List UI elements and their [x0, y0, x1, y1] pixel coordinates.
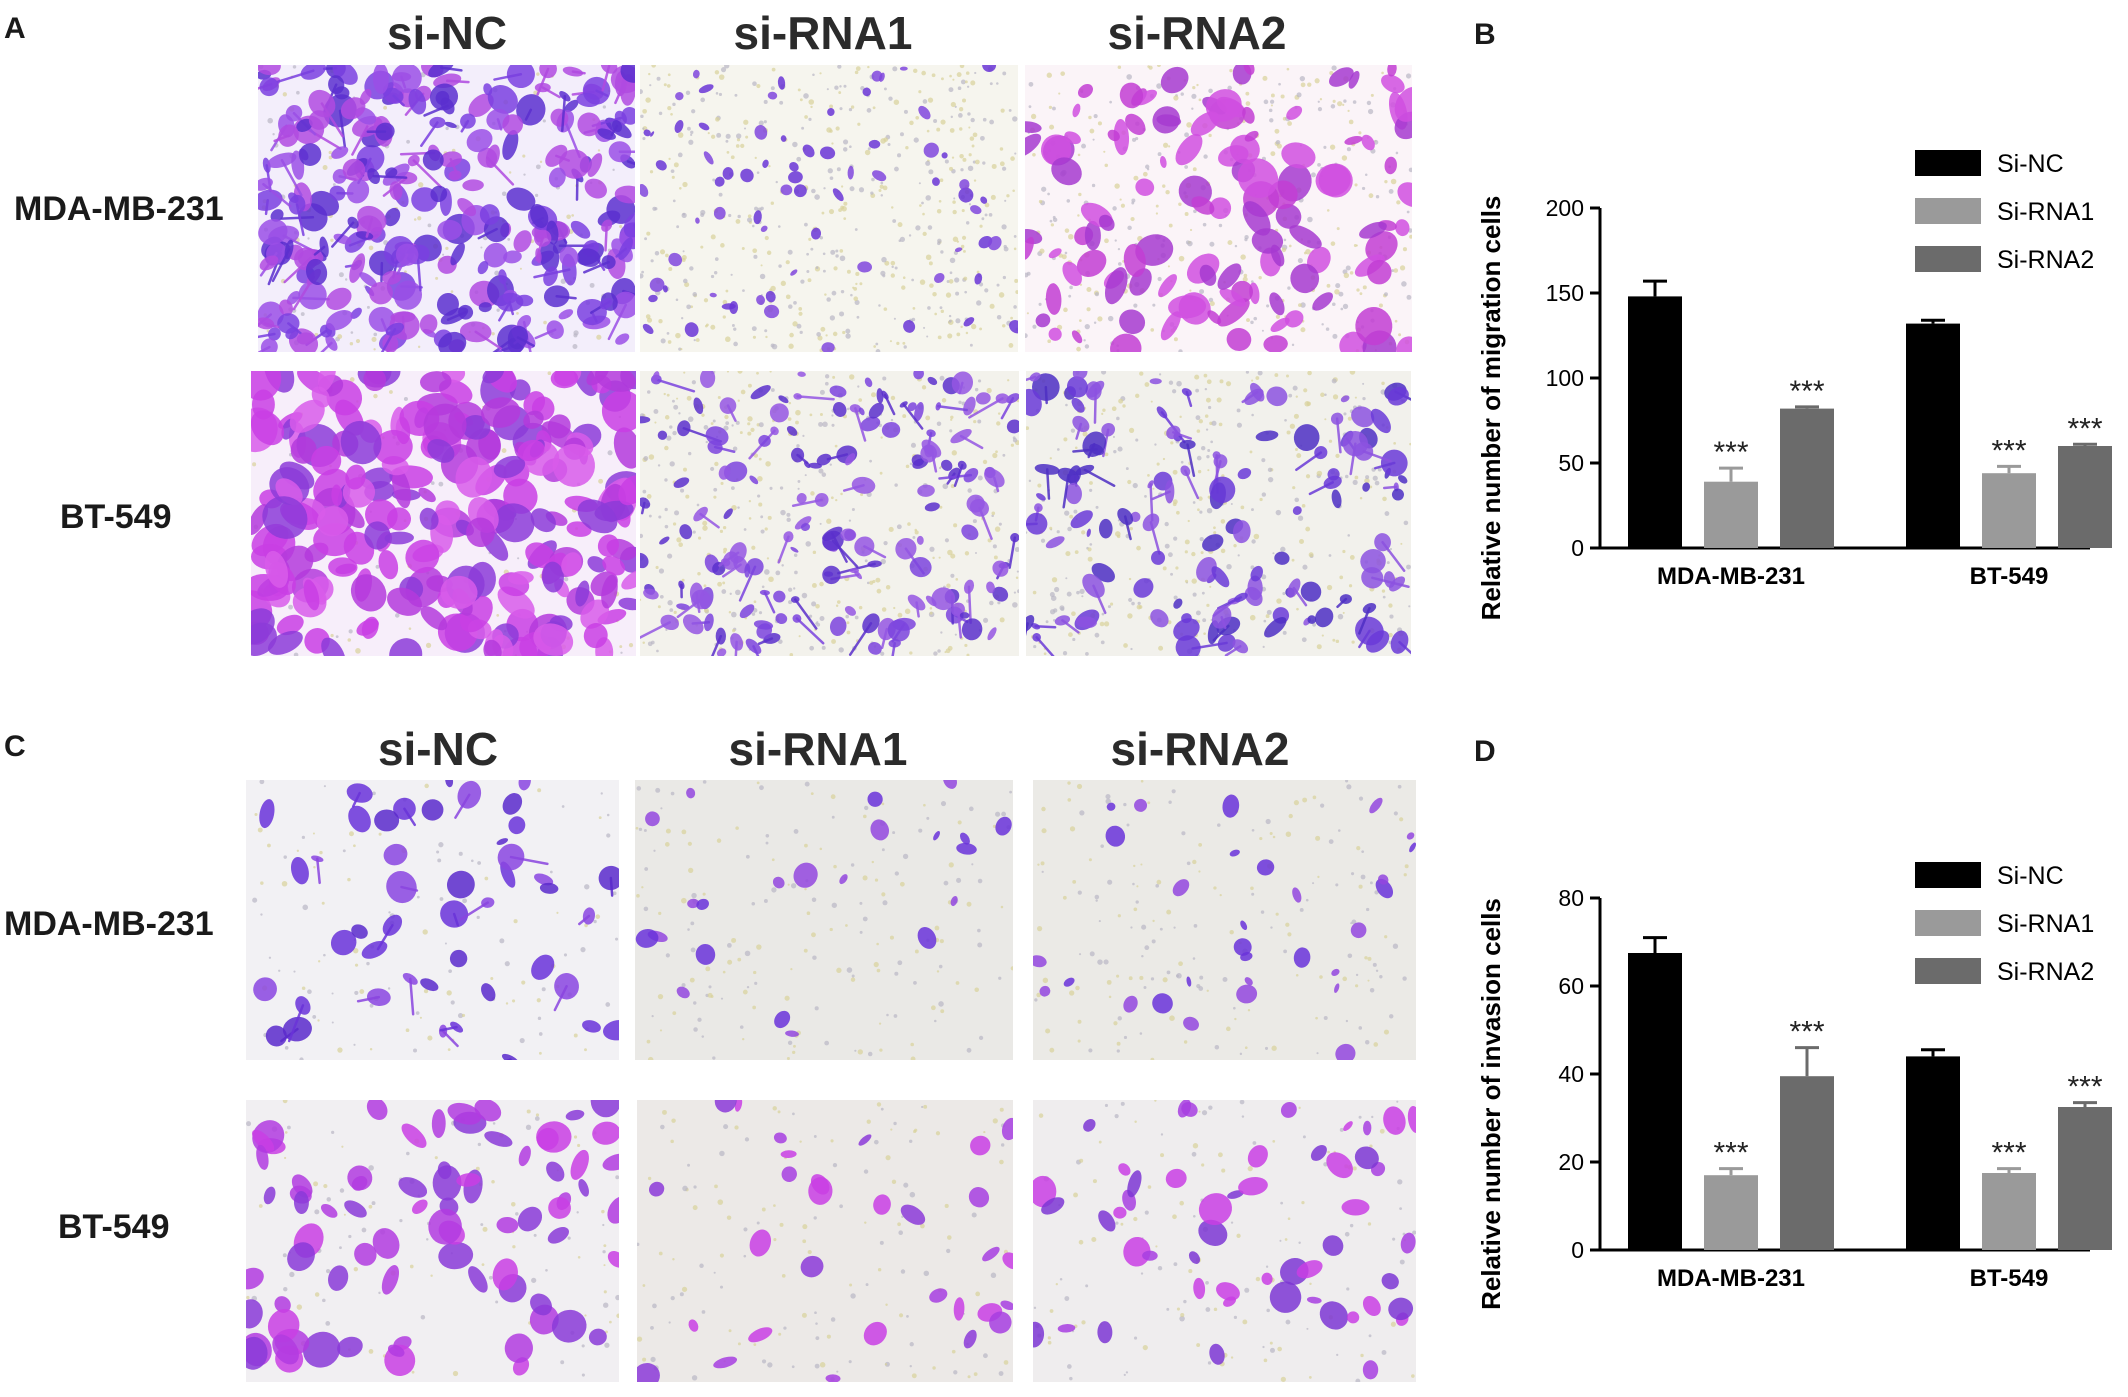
chart-svg: Relative number of migration cells 0 50 100… [1476, 150, 2112, 620]
y-tick-label: 50 [1558, 450, 1584, 476]
chart-svg: Relative number of invasion cells 0 20 40 60… [1476, 862, 2112, 1310]
legend-label: Si-RNA1 [1997, 910, 2094, 938]
row-label-mda-mb-231-c: MDA-MB-231 [4, 905, 214, 943]
bar [2058, 446, 2112, 548]
bar [1906, 323, 1960, 548]
y-axis-label: Relative number of migration cells [1476, 196, 1506, 620]
x-tick-label: BT-549 [1970, 1265, 2049, 1292]
y-tick-label: 150 [1546, 280, 1584, 306]
legend-swatch [1915, 862, 1981, 888]
y-tick-label: 100 [1546, 365, 1584, 391]
y-tick-label: 0 [1571, 1237, 1584, 1263]
micrograph-a-mda-si-rna2 [1025, 65, 1412, 352]
y-tick-label: 20 [1558, 1149, 1584, 1175]
y-tick-label: 0 [1571, 535, 1584, 561]
significance-label: *** [1713, 1137, 1748, 1170]
significance-label: *** [1713, 436, 1748, 469]
legend-swatch [1915, 150, 1981, 176]
migration-bar-chart: Relative number of migration cells 0 50 100… [1460, 120, 2120, 620]
micrograph-c-mda-si-rna2 [1033, 780, 1416, 1060]
micrograph-c-mda-si-nc [246, 780, 619, 1060]
y-axis-label: Relative number of invasion cells [1476, 898, 1506, 1310]
x-tick-label: MDA-MB-231 [1657, 1265, 1805, 1292]
legend-label: Si-NC [1997, 150, 2064, 178]
legend-swatch [1915, 198, 1981, 224]
y-tick-label: 60 [1558, 973, 1584, 999]
micrograph-a-mda-si-rna1 [640, 65, 1018, 352]
bar [1704, 1175, 1758, 1250]
significance-label: *** [1991, 1137, 2026, 1170]
micrograph-c-bt-si-nc [246, 1100, 619, 1382]
bar [1982, 473, 2036, 548]
bar [2058, 1107, 2112, 1250]
bar [1628, 953, 1682, 1250]
micrograph-a-bt-si-rna1 [640, 371, 1019, 656]
bar [1982, 1173, 2036, 1250]
significance-label: *** [1991, 434, 2026, 467]
invasion-bar-chart: Relative number of invasion cells 0 20 40 60… [1460, 820, 2120, 1320]
col-header-si-nc-c: si-NC [377, 723, 499, 775]
col-header-si-nc: si-NC [386, 7, 508, 59]
bar [1906, 1056, 1960, 1250]
micrograph-a-bt-si-nc [251, 371, 636, 656]
legend-label: Si-NC [1997, 862, 2064, 890]
row-label-bt-549-c: BT-549 [58, 1208, 170, 1246]
legend-swatch [1915, 958, 1981, 984]
micrograph-a-mda-si-nc [258, 65, 635, 352]
bar [1704, 481, 1758, 548]
y-tick-label: 80 [1558, 885, 1584, 911]
legend-label: Si-RNA2 [1997, 958, 2094, 986]
bar [1628, 296, 1682, 548]
panel-letter-b: B [1474, 18, 1496, 51]
significance-label: *** [1789, 375, 1824, 408]
col-header-si-rna1-c: si-RNA1 [728, 723, 908, 775]
significance-label: *** [2067, 412, 2102, 445]
micrograph-c-mda-si-rna1 [635, 780, 1013, 1060]
micrograph-a-bt-si-rna2 [1026, 371, 1411, 656]
y-tick-label: 200 [1546, 195, 1584, 221]
significance-label: *** [1789, 1016, 1824, 1049]
x-tick-label: MDA-MB-231 [1657, 563, 1805, 590]
significance-label: *** [2067, 1071, 2102, 1104]
y-tick-label: 40 [1558, 1061, 1584, 1087]
micrograph-c-bt-si-rna1 [637, 1100, 1013, 1382]
panel-letter-d: D [1474, 735, 1496, 768]
col-header-si-rna1: si-RNA1 [733, 7, 913, 59]
panel-letter-c: C [4, 730, 26, 763]
micrograph-c-bt-si-rna2 [1033, 1100, 1416, 1382]
col-header-si-rna2: si-RNA2 [1107, 7, 1287, 59]
row-label-mda-mb-231: MDA-MB-231 [14, 190, 224, 228]
legend-label: Si-RNA1 [1997, 198, 2094, 226]
x-tick-label: BT-549 [1970, 563, 2049, 590]
row-label-bt-549: BT-549 [60, 498, 172, 536]
legend-swatch [1915, 910, 1981, 936]
legend-label: Si-RNA2 [1997, 246, 2094, 274]
col-header-si-rna2-c: si-RNA2 [1110, 723, 1290, 775]
bar [1780, 408, 1834, 548]
legend-swatch [1915, 246, 1981, 272]
bar [1780, 1076, 1834, 1250]
panel-letter-a: A [4, 12, 26, 45]
